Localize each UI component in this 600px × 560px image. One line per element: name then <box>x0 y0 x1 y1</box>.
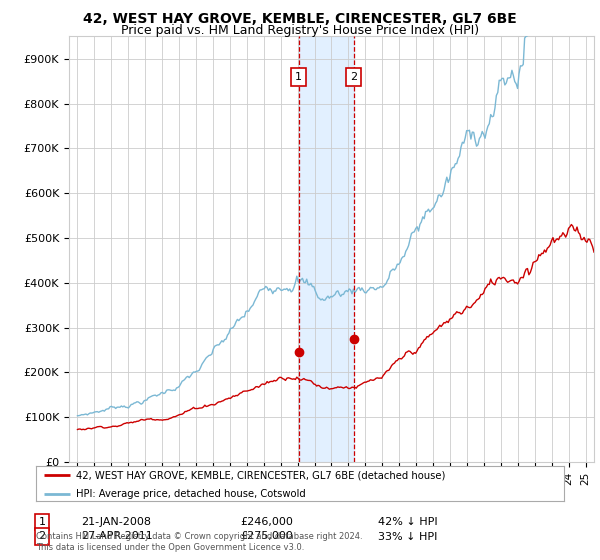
Text: Price paid vs. HM Land Registry's House Price Index (HPI): Price paid vs. HM Land Registry's House … <box>121 24 479 36</box>
Text: 42, WEST HAY GROVE, KEMBLE, CIRENCESTER, GL7 6BE: 42, WEST HAY GROVE, KEMBLE, CIRENCESTER,… <box>83 12 517 26</box>
Text: 27-APR-2011: 27-APR-2011 <box>81 531 153 542</box>
Text: 2: 2 <box>38 531 46 542</box>
Text: HPI: Average price, detached house, Cotswold: HPI: Average price, detached house, Cots… <box>76 488 305 498</box>
Text: 21-JAN-2008: 21-JAN-2008 <box>81 517 151 527</box>
Text: 2: 2 <box>350 72 358 82</box>
Text: 42% ↓ HPI: 42% ↓ HPI <box>378 517 437 527</box>
Text: 33% ↓ HPI: 33% ↓ HPI <box>378 531 437 542</box>
Bar <box>299 36 354 462</box>
Text: £246,000: £246,000 <box>240 517 293 527</box>
Text: 1: 1 <box>38 517 46 527</box>
Text: £275,000: £275,000 <box>240 531 293 542</box>
Text: 1: 1 <box>295 72 302 82</box>
Text: 42, WEST HAY GROVE, KEMBLE, CIRENCESTER, GL7 6BE (detached house): 42, WEST HAY GROVE, KEMBLE, CIRENCESTER,… <box>76 470 445 480</box>
Text: Contains HM Land Registry data © Crown copyright and database right 2024.
This d: Contains HM Land Registry data © Crown c… <box>36 532 362 552</box>
